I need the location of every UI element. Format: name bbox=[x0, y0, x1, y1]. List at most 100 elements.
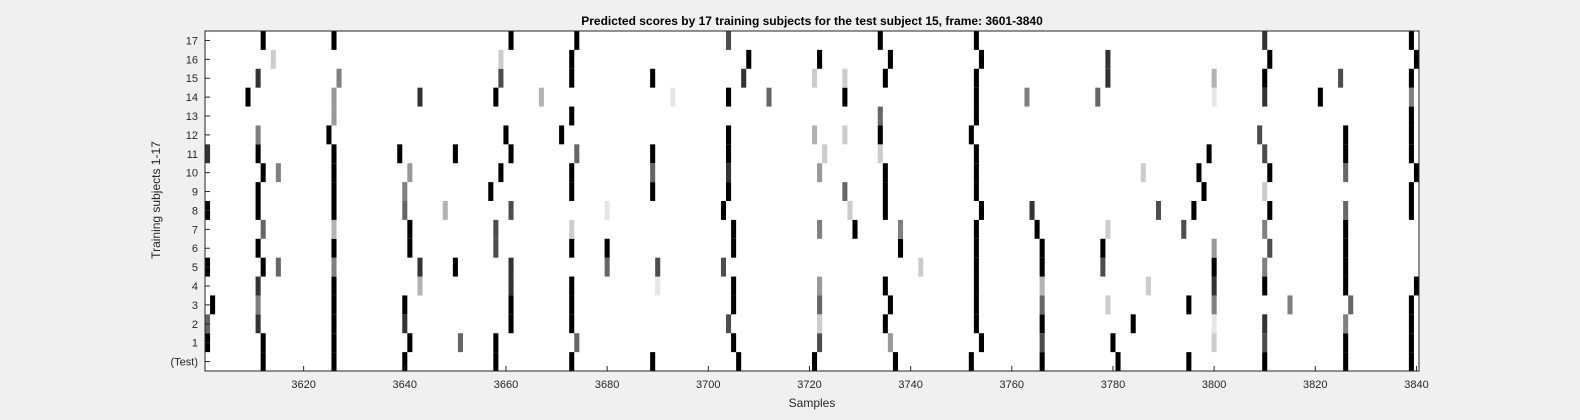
heatmap-cell bbox=[731, 238, 737, 258]
heatmap-cell bbox=[887, 333, 893, 353]
heatmap-cell bbox=[741, 68, 747, 88]
heatmap-cell bbox=[1408, 333, 1414, 353]
heatmap-cell bbox=[604, 238, 610, 258]
heatmap-cell bbox=[326, 125, 332, 145]
heatmap-cell bbox=[255, 68, 261, 88]
heatmap-cell bbox=[493, 352, 499, 371]
heatmap-cell bbox=[650, 352, 656, 371]
heatmap-cell bbox=[1343, 257, 1349, 277]
heatmap-cell bbox=[255, 182, 261, 201]
heatmap-cell bbox=[1257, 125, 1263, 145]
heatmap-cell bbox=[822, 144, 828, 164]
heatmap-cell bbox=[1191, 201, 1197, 220]
heatmap-cell bbox=[1211, 238, 1217, 258]
heatmap-cell bbox=[1343, 333, 1349, 353]
heatmap-cell bbox=[817, 333, 823, 353]
heatmap-cell bbox=[1262, 219, 1268, 239]
heatmap-cell bbox=[508, 314, 514, 334]
heatmap-cell bbox=[260, 257, 266, 277]
heatmap-cell bbox=[1100, 238, 1106, 258]
heatmap-cell bbox=[574, 144, 580, 164]
heatmap-cell bbox=[275, 257, 281, 277]
heatmap-cell bbox=[817, 49, 823, 69]
heatmap-cell bbox=[1105, 68, 1111, 88]
y-tick-label: 14 bbox=[186, 92, 198, 104]
heatmap-cell bbox=[331, 314, 337, 334]
plot-frame bbox=[204, 30, 1420, 372]
heatmap-cell bbox=[452, 257, 458, 277]
heatmap-cell bbox=[331, 106, 337, 126]
heatmap-cell bbox=[1343, 238, 1349, 258]
heatmap-cell bbox=[1348, 295, 1354, 315]
heatmap-cell bbox=[1267, 163, 1273, 183]
heatmap-cell bbox=[1039, 238, 1045, 258]
heatmap-cell bbox=[1211, 295, 1217, 315]
heatmap-cell bbox=[1262, 144, 1268, 164]
y-tick-label: 2 bbox=[192, 319, 198, 331]
heatmap-cell bbox=[260, 333, 266, 353]
heatmap-cell bbox=[498, 163, 504, 183]
heatmap-cell bbox=[255, 201, 261, 220]
heatmap-cell bbox=[255, 144, 261, 164]
heatmap-cell bbox=[255, 238, 261, 258]
heatmap-cell bbox=[726, 144, 732, 164]
y-tick-label: 8 bbox=[192, 205, 198, 217]
heatmap-cell bbox=[493, 238, 499, 258]
heatmap-cell bbox=[1343, 201, 1349, 220]
heatmap-cell bbox=[918, 257, 924, 277]
heatmap-cell bbox=[1408, 31, 1414, 50]
heatmap-cell bbox=[508, 201, 514, 220]
heatmap-cell bbox=[882, 276, 888, 296]
heatmap-cell bbox=[731, 276, 737, 296]
heatmap-cell bbox=[1408, 144, 1414, 164]
heatmap-cell bbox=[1267, 238, 1273, 258]
heatmap-cell bbox=[569, 219, 575, 239]
heatmap-cell bbox=[1317, 87, 1323, 107]
x-tick-label: 3660 bbox=[494, 379, 518, 391]
heatmap-cell bbox=[574, 31, 580, 50]
heatmap-cell bbox=[569, 352, 575, 371]
heatmap-cell bbox=[887, 49, 893, 69]
heatmap-cell bbox=[402, 201, 408, 220]
heatmap-cell bbox=[973, 68, 979, 88]
heatmap-cell bbox=[402, 182, 408, 201]
heatmap-cell bbox=[1211, 314, 1217, 334]
heatmap-cell bbox=[402, 295, 408, 315]
heatmap-cell bbox=[1343, 352, 1349, 371]
heatmap-cell bbox=[973, 163, 979, 183]
heatmap-cell bbox=[1039, 276, 1045, 296]
heatmap-cell bbox=[1181, 219, 1187, 239]
heatmap-cell bbox=[397, 144, 403, 164]
heatmap-cell bbox=[210, 295, 216, 315]
heatmap-cell bbox=[650, 68, 656, 88]
heatmap-cell bbox=[331, 257, 337, 277]
heatmap-cell bbox=[978, 49, 984, 69]
y-tick-label: 6 bbox=[192, 243, 198, 255]
heatmap-cell bbox=[973, 276, 979, 296]
y-tick-label: 11 bbox=[187, 149, 198, 161]
heatmap-cell bbox=[968, 125, 974, 145]
heatmap-cell bbox=[417, 276, 423, 296]
heatmap-cell bbox=[417, 257, 423, 277]
heatmap-cell bbox=[508, 144, 514, 164]
heatmap-cell bbox=[655, 257, 661, 277]
heatmap-cell bbox=[417, 87, 423, 107]
heatmap-cell bbox=[1262, 333, 1268, 353]
heatmap-cell bbox=[1039, 333, 1045, 353]
heatmap-cell bbox=[897, 219, 904, 239]
heatmap-cell bbox=[331, 352, 337, 371]
heatmap-cell bbox=[1343, 314, 1349, 334]
heatmap-cell bbox=[973, 106, 979, 126]
heatmap-cell bbox=[1211, 257, 1217, 277]
heatmap-cell bbox=[973, 87, 979, 107]
x-tick-label: 3840 bbox=[1404, 379, 1428, 391]
heatmap-cell bbox=[538, 87, 544, 107]
x-tick-label: 3800 bbox=[1202, 379, 1226, 391]
heatmap-cell bbox=[1105, 219, 1111, 239]
heatmap-cell bbox=[1267, 201, 1273, 220]
heatmap-cell bbox=[1262, 257, 1268, 277]
heatmap-cell bbox=[1408, 352, 1414, 371]
heatmap-cell bbox=[1267, 49, 1273, 69]
